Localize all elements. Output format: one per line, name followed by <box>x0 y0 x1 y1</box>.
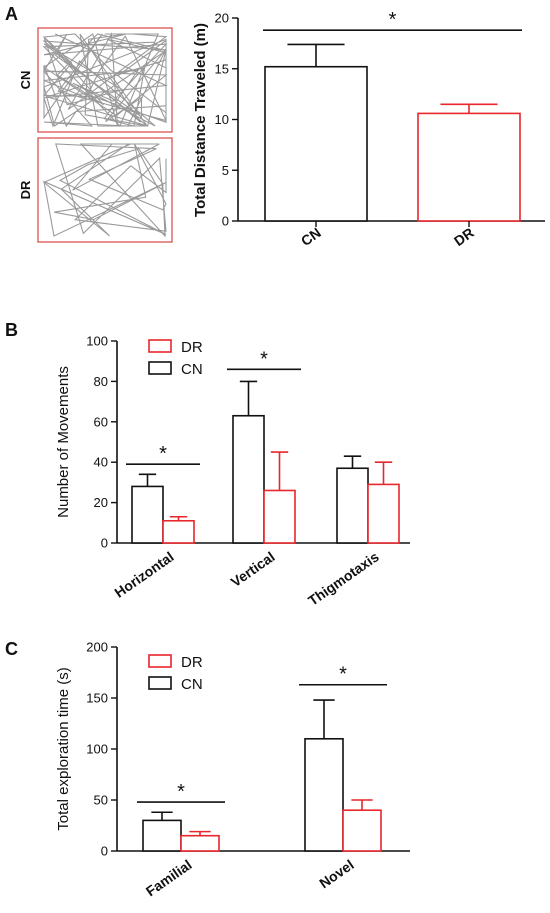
chart-b-bar-dr-thigmotaxis <box>367 483 400 544</box>
chart-b-significance-0-star: * <box>159 443 167 465</box>
chart-c-ylabel: Total exploration time (s) <box>55 667 72 830</box>
trace-dr-label: DR <box>18 180 33 199</box>
trace-cn-path <box>42 32 169 128</box>
chart-a-significance-0-star: * <box>389 9 397 31</box>
chart-b-bar-dr-vertical <box>263 489 296 544</box>
chart-a-bar-dr <box>417 112 521 222</box>
chart-b-ytick-label: 20 <box>94 495 108 510</box>
chart-b: Number of Movements 0 20 40 60 80 100 Horizont… <box>55 334 410 609</box>
chart-b-legend-label-cn: CN <box>181 361 203 378</box>
chart-a-xtick-label: CN <box>298 224 324 249</box>
chart-b-ytick-label: 40 <box>94 455 108 470</box>
trace-cn-label: CN <box>18 71 33 90</box>
chart-b-significance-1-star: * <box>260 348 268 370</box>
chart-c-legend-swatch-cn <box>148 676 172 690</box>
chart-c-xtick-label: Familial <box>143 856 195 899</box>
chart-a-ytick-label: 5 <box>222 163 229 178</box>
chart-c-bar-dr-familial <box>180 834 220 852</box>
chart-a-xtick-label: DR <box>451 224 477 249</box>
chart-c-bar-cn-familial <box>142 819 182 852</box>
chart-c-ytick-label: 50 <box>94 793 108 808</box>
chart-c-significance-0-star: * <box>177 781 185 803</box>
chart-b-ytick-label: 80 <box>94 374 108 389</box>
chart-b-bar-cn-thigmotaxis <box>336 467 369 544</box>
chart-c: Total exploration time (s) 0 50 100 150 200 F… <box>55 640 410 899</box>
panel-c-letter: C <box>5 639 18 659</box>
chart-b-ytick-label: 0 <box>101 536 108 551</box>
chart-b-legend-label-dr: DR <box>181 339 203 356</box>
chart-b-bar-dr-horizontal <box>162 519 195 544</box>
chart-b-ytick-label: 100 <box>86 334 108 349</box>
chart-a-ytick-label: 10 <box>215 112 229 127</box>
chart-b-bar-cn-horizontal <box>131 485 164 544</box>
chart-c-ytick-label: 0 <box>101 844 108 859</box>
chart-b-ylabel: Number of Movements <box>55 366 72 518</box>
chart-c-xtick-label: Novel <box>316 856 356 891</box>
trace-cn: CN <box>18 27 173 133</box>
chart-b-xtick-label: Vertical <box>228 548 278 590</box>
chart-c-bar-cn-novel <box>304 737 344 852</box>
chart-a-ytick-label: 15 <box>215 61 229 76</box>
chart-a-ytick-label: 0 <box>222 214 229 229</box>
panel-b-letter: B <box>5 320 18 340</box>
trace-line <box>42 143 167 238</box>
chart-c-significance-1-star: * <box>339 664 347 686</box>
chart-b-legend-swatch-cn <box>148 361 172 375</box>
trace-dr-path <box>42 143 167 238</box>
chart-b-xtick-label: Horizontal <box>111 548 176 600</box>
chart-c-bar-dr-novel <box>342 809 382 852</box>
chart-c-ytick-label: 200 <box>86 640 108 655</box>
chart-b-xtick-label: Thigmotaxis <box>305 548 382 609</box>
chart-b-ytick-label: 60 <box>94 414 108 429</box>
trace-line <box>42 32 169 128</box>
chart-c-legend-label-cn: CN <box>181 676 203 693</box>
chart-b-legend-swatch-dr <box>148 339 172 353</box>
trace-dr: DR <box>18 137 173 243</box>
panel-a-letter: A <box>5 4 18 24</box>
chart-c-ytick-label: 100 <box>86 742 108 757</box>
chart-c-ytick-label: 150 <box>86 691 108 706</box>
chart-b-bar-cn-vertical <box>232 414 265 544</box>
chart-a-ytick-label: 20 <box>215 11 229 26</box>
chart-a: Total Distance Traveled (m) 0 5 10 15 20 CN DR… <box>192 9 545 249</box>
chart-a-bar-cn <box>264 65 368 222</box>
chart-a-ylabel: Total Distance Traveled (m) <box>192 23 209 217</box>
chart-c-legend-label-dr: DR <box>181 654 203 671</box>
chart-c-legend-swatch-dr <box>148 654 172 668</box>
